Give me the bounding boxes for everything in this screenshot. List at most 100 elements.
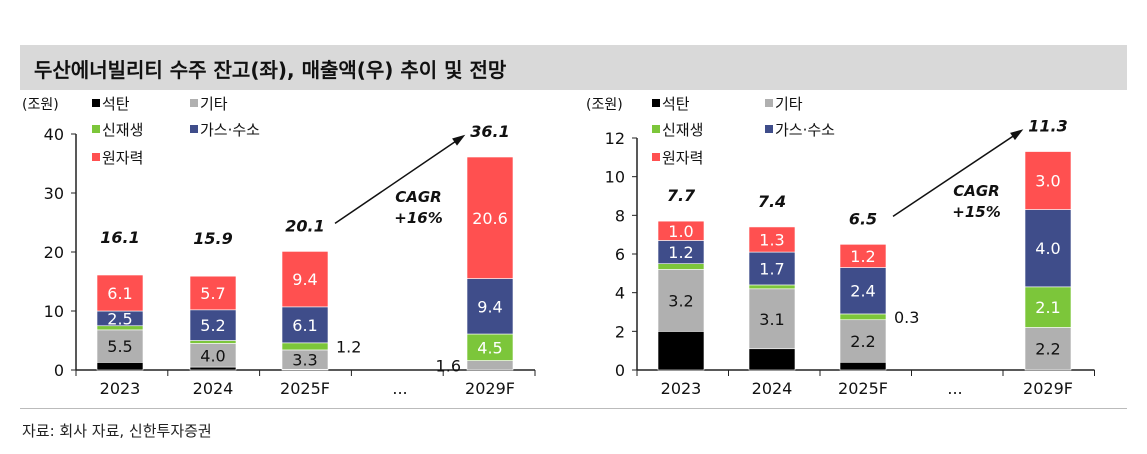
figure-title: 두산에너빌리티 수주 잔고(좌), 매출액(우) 추이 및 전망 [34, 58, 507, 82]
chart2-bar-segment [657, 263, 705, 270]
chart1-bar-segment [189, 340, 237, 344]
chart2-cagr-arrow-line [892, 130, 1021, 217]
chart1-unit-label: (조원) [22, 97, 59, 113]
chart2-segment-label: 2.4 [850, 282, 875, 301]
chart2-bar-segment [748, 348, 796, 371]
chart1-bar-segment [96, 274, 144, 312]
chart2-total-label: 7.4 [758, 192, 786, 211]
chart1-segment-label: 4.5 [477, 338, 502, 357]
chart2-segment-label: 1.0 [668, 222, 693, 241]
chart2-bar-segment [657, 269, 705, 332]
chart1-bar-segment [189, 366, 237, 371]
chart1-legend-swatch [92, 125, 100, 133]
chart1-legend-label: 가스·수소 [200, 121, 260, 139]
chart1-bar-segment [189, 275, 237, 311]
title-bar: 두산에너빌리티 수주 잔고(좌), 매출액(우) 추이 및 전망 [20, 45, 1127, 90]
chart1-segment-label: 9.4 [292, 270, 317, 289]
chart2-unit-label: (조원) [586, 97, 623, 113]
chart2-bar-segment [1024, 151, 1072, 210]
chart2-total-label: 6.5 [849, 209, 877, 228]
chart1-bar-segment [281, 251, 329, 308]
chart1-legend-swatch [92, 153, 100, 161]
chart2-legend-label: 가스·수소 [775, 121, 835, 139]
chart1-legend-swatch [190, 125, 198, 133]
chart2-bar-segment [839, 313, 887, 321]
chart1-x-tick-label: 2025F [280, 379, 330, 398]
chart1-bar-segment [281, 306, 329, 344]
chart1-bar-segment [466, 360, 514, 371]
chart2-segment-label: 2.1 [1035, 298, 1060, 317]
chart1-total-label: 36.1 [470, 122, 509, 141]
chart2-bar-segment [748, 226, 796, 253]
chart1-bar-segment [466, 333, 514, 361]
chart1-segment-label: 9.4 [477, 297, 502, 316]
chart2-bar-segment [1024, 327, 1072, 371]
chart2-legend-swatch [765, 125, 773, 133]
chart2-y-tick-label: 6 [615, 245, 625, 264]
chart1-cagr-value: +16% [394, 209, 442, 227]
chart2-segment-label: 3.0 [1035, 172, 1060, 191]
chart2-segment-label: 3.1 [759, 310, 784, 329]
chart2-legend-swatch [765, 99, 773, 107]
chart1-y-tick-label: 10 [44, 302, 64, 321]
chart2-y-tick-label: 12 [605, 129, 625, 148]
chart1-cagr-label: CAGR [395, 188, 441, 206]
chart2-bar-segment [839, 244, 887, 268]
divider [20, 408, 1127, 409]
chart2-bar-segment [748, 251, 796, 286]
chart1-legend-label: 원자력 [102, 149, 143, 167]
chart1-legend-label: 석탄 [102, 95, 130, 113]
chart2-bar-segment [748, 284, 796, 290]
chart1-cagr-arrow-head [452, 134, 466, 146]
chart2-total-label: 7.7 [667, 186, 696, 205]
chart2-bar-segment [657, 331, 705, 371]
chart2-x-tick-label: 2029F [1023, 379, 1073, 398]
chart1-bar-segment [281, 342, 329, 351]
chart2-legend-swatch [652, 99, 660, 107]
chart1-segment-label: 3.3 [292, 351, 317, 370]
chart2-y-tick-label: 8 [615, 206, 625, 225]
chart1-x-tick-label: 2023 [100, 379, 141, 398]
chart1-legend-label: 신재생 [102, 121, 143, 139]
chart1-bar-segment [466, 156, 514, 279]
chart1-total-label: 16.1 [100, 228, 139, 247]
chart1-y-tick-label: 20 [44, 243, 64, 262]
chart2-segment-label: 1.7 [759, 260, 784, 279]
chart2-legend-swatch [652, 153, 660, 161]
chart1-segment-label: 6.1 [107, 284, 132, 303]
chart1-segment-label: 4.0 [200, 346, 225, 365]
chart1-segment-label: 5.2 [200, 316, 225, 335]
chart2-bar-segment [839, 267, 887, 315]
chart2-legend-label: 기타 [775, 95, 803, 113]
chart1-segment-label: 6.1 [292, 316, 317, 335]
chart1-legend-label: 기타 [200, 95, 228, 113]
chart2-bar-segment [839, 361, 887, 371]
chart1-x-tick-label: ... [392, 379, 407, 398]
chart1-legend-swatch [190, 99, 198, 107]
chart1-segment-label: 20.6 [472, 209, 508, 228]
chart2-x-tick-label: 2023 [661, 379, 702, 398]
chart1-cagr-arrow-line [334, 136, 463, 225]
chart1-outside-label: 1.6 [436, 356, 461, 375]
chart2-segment-label: 3.2 [668, 291, 693, 310]
chart1-bar-segment [466, 278, 514, 335]
chart1-outside-label: 1.2 [336, 337, 361, 356]
chart1-bar-segment [96, 362, 144, 371]
chart2-cagr-label: CAGR [953, 182, 999, 200]
chart2-legend-label: 신재생 [662, 121, 703, 139]
chart2-total-label: 11.3 [1028, 117, 1067, 136]
chart2-segment-label: 1.2 [668, 243, 693, 262]
chart2-outside-label: 0.3 [894, 308, 919, 327]
chart1-legend-swatch [92, 99, 100, 107]
chart2-x-tick-label: 2025F [838, 379, 888, 398]
chart2-y-tick-label: 0 [615, 361, 625, 380]
chart2-x-tick-label: 2024 [752, 379, 793, 398]
chart1-total-label: 20.1 [285, 216, 324, 235]
chart2-legend-label: 원자력 [662, 149, 703, 167]
chart1-total-label: 15.9 [193, 229, 232, 248]
chart1-x-tick-label: 2029F [465, 379, 515, 398]
chart1-segment-label: 5.7 [200, 284, 225, 303]
chart1-y-tick-label: 0 [54, 361, 64, 380]
